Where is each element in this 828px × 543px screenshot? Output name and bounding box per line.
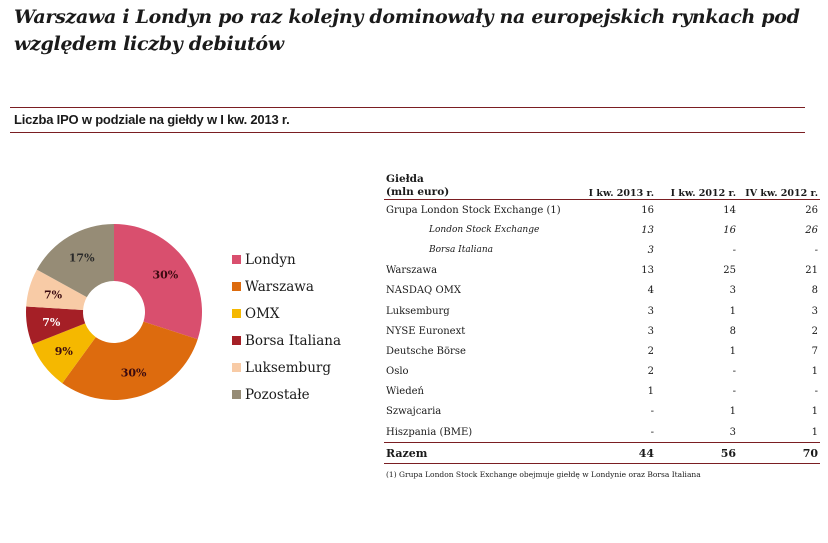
pie-slice-warszawa (62, 321, 198, 400)
column-header-exchange: Giełda (mln euro) (386, 173, 450, 198)
legend-swatch-icon (232, 255, 241, 264)
legend-label: OMX (245, 305, 280, 322)
table-row: Deutsche Börse 2 1 7 (386, 345, 818, 357)
ipo-table: Giełda (mln euro) I kw. 2013 r. I kw. 201… (384, 173, 820, 464)
legend-swatch-icon (232, 282, 241, 291)
table-row: NASDAQ OMX 4 3 8 (386, 285, 818, 297)
legend-item-pozostale: Pozostałe (232, 381, 341, 408)
legend-item-omx: OMX (232, 300, 341, 327)
pie-slice-omx (32, 323, 96, 384)
table-header-row: Giełda (mln euro) I kw. 2013 r. I kw. 201… (384, 173, 820, 200)
legend-label: Borsa Italiana (245, 332, 342, 349)
legend-swatch-icon (232, 309, 241, 318)
pie-slice-borsa-italiana (26, 306, 86, 345)
legend-label: Luksemburg (245, 359, 331, 376)
legend-item-borsa-italiana: Borsa Italiana (232, 327, 341, 354)
table-total-row: Razem 44 56 70 (384, 442, 820, 464)
legend-swatch-icon (232, 390, 241, 399)
legend-label: Londyn (245, 251, 296, 268)
pie-slice-label: 30% (152, 269, 178, 282)
table-row: London Stock Exchange 13 16 26 (429, 224, 818, 236)
legend-item-luksemburg: Luksemburg (232, 354, 341, 381)
divider-top (10, 107, 805, 108)
legend-item-londyn: Londyn (232, 246, 341, 273)
column-header-q4-2012: IV kw. 2012 r. (745, 188, 818, 199)
pie-slice-label: 7% (42, 316, 61, 329)
column-header-q1-2013: I kw. 2013 r. (588, 188, 654, 199)
legend-item-warszawa: Warszawa (232, 273, 341, 300)
legend-label: Warszawa (245, 278, 314, 295)
page-title: Warszawa i Londyn po raz kolejny dominow… (14, 6, 800, 55)
table-row: Szwajcaria -1 1 (386, 406, 818, 418)
table-row: Hiszpania (BME) -3 1 (386, 426, 818, 438)
table-row: Wiedeń 1- - (386, 386, 818, 398)
divider-bottom (10, 132, 805, 133)
table-footnote: (1) Grupa London Stock Exchange obejmuje… (386, 470, 701, 479)
table-row: Warszawa 13 25 21 (386, 265, 818, 277)
chart-legend: Londyn Warszawa OMX Borsa Italiana Lukse… (232, 246, 341, 408)
table-row: Luksemburg 3 1 3 (386, 305, 818, 317)
pie-slice-label: 30% (121, 366, 147, 379)
column-header-q1-2012: I kw. 2012 r. (670, 188, 736, 199)
pie-slice-label: 17% (69, 251, 95, 264)
table-row: Borsa Italiana 3- - (429, 244, 818, 256)
table-row: Grupa London Stock Exchange (1) 16 14 26 (386, 204, 818, 216)
table-row: Oslo 2-1 (386, 366, 818, 378)
legend-swatch-icon (232, 363, 241, 372)
pie-slice-luksemburg (26, 269, 87, 311)
pie-slice-pozostałe (36, 224, 115, 298)
legend-swatch-icon (232, 336, 241, 345)
pie-slice-londyn (114, 224, 202, 340)
pie-slice-label: 9% (55, 345, 74, 358)
pie-slice-label: 7% (44, 288, 63, 301)
donut-chart: 30% 30% 9% 7% 7% 17% (26, 224, 202, 400)
chart-subtitle: Liczba IPO w podziale na giełdy w I kw. … (14, 112, 290, 127)
table-row: NYSE Euronext 3 8 2 (386, 325, 818, 337)
legend-label: Pozostałe (245, 386, 310, 403)
